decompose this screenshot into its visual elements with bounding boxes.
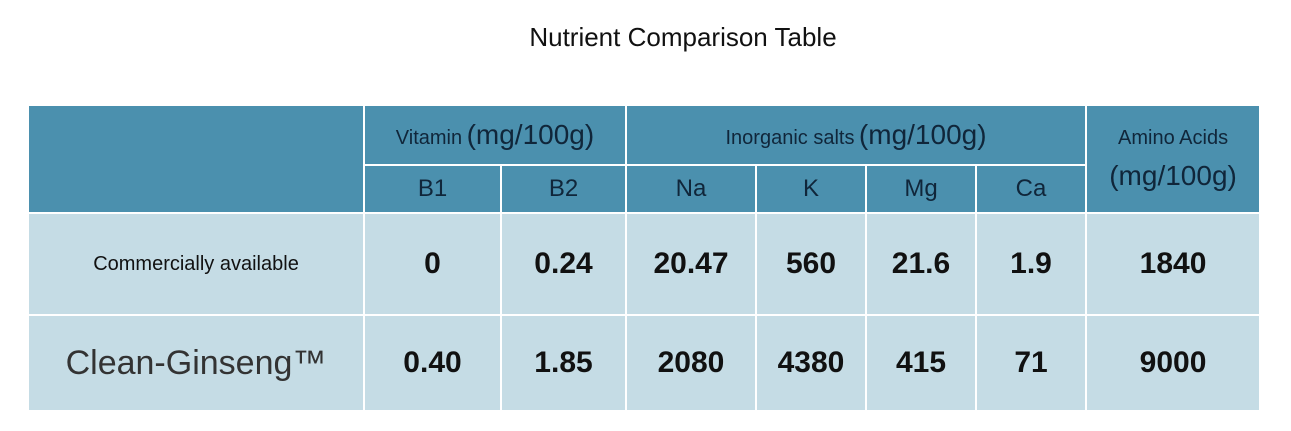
column-header: K: [755, 164, 867, 214]
column-header-row: B1 B2 Na K Mg Ca: [28, 164, 1260, 214]
row-label: Commercially available: [27, 212, 365, 316]
data-row: Commercially available 0 0.24 20.47 560 21.6 1…: [27, 212, 1262, 316]
value-cell: 21.6: [865, 212, 977, 316]
value-cell: 1.85: [500, 314, 627, 412]
data-row: Clean-Ginseng™ 0.40 1.85 2080 4380 415 71 9000: [27, 314, 1262, 412]
corner-cell: [27, 104, 365, 214]
value-cell: 415: [865, 314, 977, 412]
group-unit: (mg/100g): [466, 119, 595, 150]
group-header: Inorganic salts (mg/100g): [624, 104, 1088, 166]
value-cell: 560: [755, 212, 867, 316]
value-cell: 1.9: [974, 212, 1088, 316]
value-cell: 0.24: [500, 212, 627, 316]
group-label: Inorganic salts: [725, 127, 855, 149]
group-unit: (mg/100g): [858, 119, 987, 150]
group-unit: (mg/100g): [1109, 159, 1237, 191]
value-cell: 1840: [1085, 212, 1262, 316]
column-header: B1: [363, 164, 502, 214]
group-header: Vitamin (mg/100g): [363, 104, 627, 166]
value-cell: 2080: [625, 314, 757, 412]
title: Nutrient Comparison Table: [529, 22, 837, 52]
column-header: Na: [625, 164, 757, 214]
value-cell: 20.47: [625, 212, 757, 316]
nutrient-table: Vitamin (mg/100g) Inorganic salts (mg/10…: [27, 104, 1262, 412]
column-header: Mg: [865, 164, 977, 214]
value-cell: 4380: [755, 314, 867, 412]
column-header: Ca: [974, 164, 1088, 214]
value-cell: 0: [363, 212, 502, 316]
value-cell: 9000: [1085, 314, 1262, 412]
value-cell: 71: [974, 314, 1088, 412]
value-cell: 0.40: [363, 314, 502, 412]
row-label: Clean-Ginseng™: [27, 314, 365, 412]
group-label: Amino Acids: [1118, 126, 1229, 149]
group-header: Amino Acids (mg/100g): [1085, 104, 1262, 214]
group-label: Vitamin: [395, 127, 463, 149]
column-header: B2: [500, 164, 627, 214]
